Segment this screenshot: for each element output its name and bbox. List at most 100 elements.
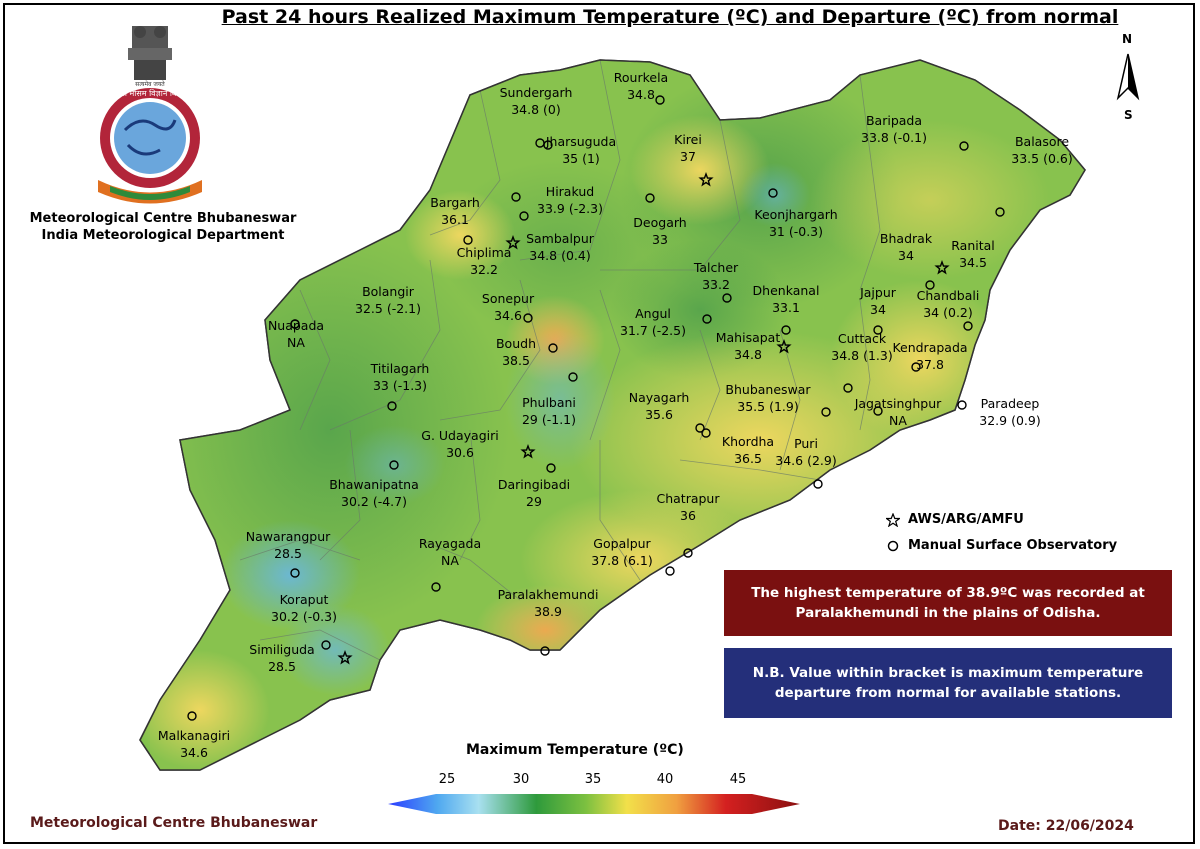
station-name: Bolangir <box>362 284 415 299</box>
station-name: Khordha <box>722 434 774 449</box>
station-name: Angul <box>635 306 671 321</box>
station-chatrapur: Chatrapur 36 <box>656 491 720 558</box>
station-khordha: Khordha 36.5 <box>701 428 774 466</box>
station-value: 35.5 (1.9) <box>737 399 798 414</box>
observatory-circle-icon <box>873 325 883 335</box>
page-title: Past 24 hours Realized Maximum Temperatu… <box>221 6 1119 28</box>
station-kendrapada: Kendrapada 37.8 <box>892 340 967 372</box>
station-name: Titilagarh <box>370 361 430 376</box>
colorbar-tick: 25 <box>438 772 456 787</box>
north-arrow-icon <box>1116 53 1140 101</box>
colorbar-tick: 40 <box>656 772 674 787</box>
station-name: Chiplima <box>457 245 512 260</box>
station-value: 33 (-1.3) <box>373 378 427 393</box>
station-sundergarh: Sundergarh 34.8 (0) <box>500 85 573 148</box>
observatory-circle-icon <box>511 192 521 202</box>
org-line1: Meteorological Centre Bhubaneswar <box>29 211 297 226</box>
page-frame <box>3 3 1195 844</box>
station-chandbali: Chandbali 34 (0.2) <box>917 288 980 331</box>
station-name: Phulbani <box>522 395 576 410</box>
station-value: 33.8 (-0.1) <box>861 130 927 145</box>
observatory-circle-icon <box>540 646 550 656</box>
station-kirei: Kirei 37 <box>674 132 714 187</box>
station-name: Nayagarh <box>629 390 690 405</box>
observatory-circle-icon <box>781 325 791 335</box>
observatory-circle-icon <box>290 568 300 578</box>
station-name: Jajpur <box>859 285 897 300</box>
observatory-circle-icon <box>546 463 556 473</box>
station-name: Similiguda <box>249 642 314 657</box>
observatory-circle-icon <box>431 582 441 592</box>
station-gopalpur: Gopalpur 37.8 (6.1) <box>591 536 675 576</box>
station-bhawanipatna: Bhawanipatna 30.2 (-4.7) <box>329 460 419 509</box>
station-value: 34.6 <box>180 745 208 760</box>
station-talcher: Talcher 33.2 <box>693 260 739 303</box>
observatory-circle-icon <box>548 343 558 353</box>
station-paralakhemundi: Paralakhemundi 38.9 <box>498 587 598 656</box>
footer-date: Date: 22/06/2024 <box>998 818 1134 834</box>
station-value: 28.5 <box>274 546 302 561</box>
station-name: Rourkela <box>614 70 668 85</box>
station-cuttack: Cuttack 34.8 (1.3) <box>831 331 893 393</box>
station-value: 34.8 (1.3) <box>831 348 892 363</box>
station-name: Hirakud <box>546 184 594 199</box>
station-name: Sundergarh <box>500 85 573 100</box>
circle-icon <box>887 540 899 551</box>
observatory-circle-icon <box>645 193 655 203</box>
station-value: 36 <box>680 508 696 523</box>
station-name: Puri <box>794 436 818 451</box>
station-name: Sambalpur <box>526 231 595 246</box>
aws-star-icon <box>520 444 536 459</box>
station-name: Rayagada <box>419 536 481 551</box>
note-box: N.B. Value within bracket is maximum tem… <box>724 648 1172 718</box>
station-name: Nawarangpur <box>246 529 331 544</box>
station-rourkela: Rourkela 34.8 <box>614 70 668 105</box>
station-layer: Sundergarh 34.8 (0) Rourkela 34.8 Jharsuguda… <box>158 70 1073 760</box>
station-jagatsinghpur: Jagatsinghpur NA <box>854 396 942 428</box>
station-similiguda: Similiguda 28.5 <box>249 642 353 674</box>
station-sambalpur: Sambalpur 34.8 (0.4) <box>511 192 595 263</box>
station-value: 35.6 <box>645 407 673 422</box>
station-name: Keonjhargarh <box>754 207 837 222</box>
logo-hindi-text: भारत मौसम विज्ञान विभाग <box>111 88 189 98</box>
org-line2: India Meteorological Department <box>41 228 285 243</box>
station-name: Kirei <box>674 132 702 147</box>
station-value: 32.5 (-2.1) <box>355 301 421 316</box>
station-value: 33.9 (-2.3) <box>537 201 603 216</box>
legend-aws-label: AWS/ARG/AMFU <box>908 512 1024 527</box>
station-phulbani: Phulbani 29 (-1.1) <box>522 372 578 427</box>
observatory-circle-icon <box>321 640 331 650</box>
observatory-circle-icon <box>722 293 732 303</box>
station-value: 31.7 (-2.5) <box>620 323 686 338</box>
imd-logo: सत्यमेव जयते भारत मौसम विज्ञान विभाग <box>80 20 220 210</box>
station-value: 29 (-1.1) <box>522 412 576 427</box>
station-value: 34.5 <box>959 255 987 270</box>
observatory-circle-icon <box>187 711 197 721</box>
station-name: G. Udayagiri <box>421 428 498 443</box>
station-baripada: Baripada 33.8 (-0.1) <box>861 113 969 151</box>
station-ranital: Ranital 34.5 <box>934 238 995 275</box>
legend-manual-label: Manual Surface Observatory <box>908 538 1118 553</box>
station-name: Deogarh <box>633 215 686 230</box>
station-bhadrak: Bhadrak 34 <box>880 231 935 290</box>
north-arrow: N S <box>1108 28 1148 128</box>
station-value: 30.2 (-4.7) <box>341 494 407 509</box>
station-name: Balasore <box>1015 134 1069 149</box>
station-value: 37.8 (6.1) <box>591 553 652 568</box>
station-value: 36.1 <box>441 212 469 227</box>
station-value: NA <box>287 335 305 350</box>
station-value: 33 <box>652 232 668 247</box>
station-value: 34 <box>870 302 886 317</box>
station-name: Dhenkanal <box>753 283 820 298</box>
station-name: Kendrapada <box>892 340 967 355</box>
station-balasore: Balasore 33.5 (0.6) <box>995 134 1073 217</box>
station-name: Daringibadi <box>498 477 570 492</box>
station-value: NA <box>441 553 459 568</box>
station-value: 31 (-0.3) <box>769 224 823 239</box>
station-value: 38.9 <box>534 604 562 619</box>
observatory-circle-icon <box>911 362 921 372</box>
station-name: Chandbali <box>917 288 980 303</box>
station-value: 38.5 <box>502 353 530 368</box>
station-dhenkanal: Dhenkanal 33.1 <box>753 283 820 335</box>
colorbar-tick: 30 <box>512 772 530 787</box>
